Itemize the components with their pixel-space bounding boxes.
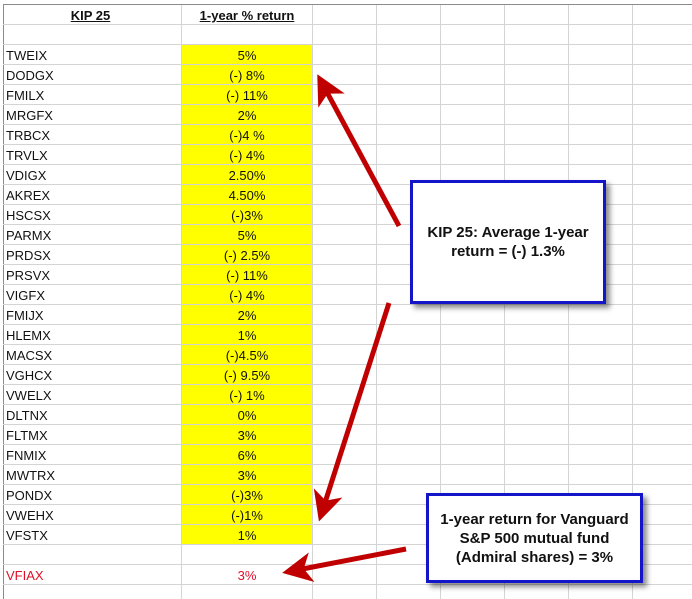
fund-return-cell[interactable]: (-)3% — [231, 208, 263, 223]
fund-return-cell[interactable]: (-) 2.5% — [223, 248, 271, 263]
grid-row-line — [3, 484, 692, 485]
fund-ticker-cell[interactable]: DODGX — [6, 68, 54, 83]
grid-row-line — [3, 264, 692, 265]
fund-ticker-cell[interactable]: DLTNX — [6, 408, 48, 423]
grid-row-line — [3, 324, 692, 325]
fund-return-cell[interactable]: (-) 4% — [229, 288, 265, 303]
fund-ticker-cell[interactable]: PRDSX — [6, 248, 51, 263]
fund-return-cell[interactable]: 1% — [237, 528, 257, 543]
fund-ticker-cell[interactable]: MRGFX — [6, 108, 53, 123]
fund-ticker-cell[interactable]: FMIJX — [6, 308, 44, 323]
fund-ticker-cell[interactable]: VFSTX — [6, 528, 48, 543]
grid-row-line — [3, 24, 692, 25]
column-header-ticker[interactable]: KIP 25 — [70, 8, 111, 23]
fund-return-cell[interactable]: (-) 1% — [229, 388, 265, 403]
fund-ticker-cell[interactable]: VDIGX — [6, 168, 47, 183]
grid-column-line — [312, 4, 313, 599]
grid-row-line — [3, 304, 692, 305]
fund-ticker-cell[interactable]: HLEMX — [6, 328, 51, 343]
fund-return-cell[interactable]: 0% — [237, 408, 257, 423]
column-header-return[interactable]: 1-year % return — [199, 8, 295, 23]
fund-ticker-cell[interactable]: VIGFX — [6, 288, 46, 303]
fund-ticker-cell[interactable]: FNMIX — [6, 448, 47, 463]
fund-return-cell[interactable]: 2% — [237, 308, 257, 323]
grid-row-line — [3, 44, 692, 45]
fund-return-cell[interactable]: 4.50% — [228, 188, 266, 203]
fund-ticker-cell[interactable]: VGHCX — [6, 368, 53, 383]
average-return-callout-text: KIP 25: Average 1-year return = (-) 1.3% — [427, 224, 589, 260]
fund-ticker-cell[interactable]: PONDX — [6, 488, 53, 503]
average-return-callout: KIP 25: Average 1-year return = (-) 1.3% — [410, 180, 606, 304]
grid-row-line — [3, 284, 692, 285]
fund-ticker-cell[interactable]: MWTRX — [6, 468, 56, 483]
grid-row-line — [3, 544, 692, 545]
fund-return-cell[interactable]: 5% — [237, 48, 257, 63]
fund-ticker-cell[interactable]: VWEHX — [6, 508, 54, 523]
fund-return-cell[interactable]: (-) 8% — [229, 68, 265, 83]
grid-row-line — [3, 364, 692, 365]
grid-row-line — [3, 524, 692, 525]
grid-row-line — [3, 204, 692, 205]
grid-row-line — [3, 104, 692, 105]
arrow-to-top-icon — [317, 74, 402, 228]
grid-row-line — [3, 184, 692, 185]
fund-ticker-cell[interactable]: FMILX — [6, 88, 45, 103]
fund-return-cell[interactable]: (-)3% — [231, 488, 263, 503]
grid-column-line — [3, 4, 4, 599]
arrow-to-benchmark-icon — [282, 546, 407, 582]
grid-row-line — [3, 64, 692, 65]
fund-ticker-cell[interactable]: TRVLX — [6, 148, 48, 163]
fund-ticker-cell[interactable]: HSCSX — [6, 208, 51, 223]
fund-return-cell[interactable]: 6% — [237, 448, 257, 463]
fund-return-cell[interactable]: 2% — [237, 108, 257, 123]
fund-return-cell[interactable]: (-) 11% — [226, 268, 268, 283]
fund-ticker-cell[interactable]: TRBCX — [6, 128, 51, 143]
fund-return-cell[interactable]: 5% — [237, 228, 257, 243]
fund-return-cell[interactable]: 3% — [237, 428, 257, 443]
fund-return-cell[interactable]: (-)4 % — [229, 128, 265, 143]
fund-ticker-cell[interactable]: MACSX — [6, 348, 53, 363]
grid-row-line — [3, 124, 692, 125]
grid-row-line — [3, 464, 692, 465]
fund-return-cell[interactable]: (-) 11% — [226, 88, 268, 103]
benchmark-callout: 1-year return for Vanguard S&P 500 mutua… — [426, 493, 643, 583]
fund-ticker-cell[interactable]: AKREX — [6, 188, 51, 203]
grid-row-line — [3, 84, 692, 85]
grid-column-line — [181, 4, 182, 599]
grid-row-line — [3, 224, 692, 225]
fund-ticker-cell[interactable]: TWEIX — [6, 48, 48, 63]
fund-ticker-cell[interactable]: PARMX — [6, 228, 52, 243]
fund-return-cell[interactable]: (-) 9.5% — [223, 368, 271, 383]
grid-row-line — [3, 164, 692, 165]
grid-column-line — [632, 4, 633, 599]
benchmark-ticker[interactable]: VFIAX — [6, 568, 44, 583]
fund-return-cell[interactable]: (-)1% — [231, 508, 263, 523]
grid-row-line — [3, 144, 692, 145]
grid-column-line — [376, 4, 377, 599]
arrow-to-bottom-icon — [313, 302, 392, 522]
fund-return-cell[interactable]: 2.50% — [228, 168, 266, 183]
fund-ticker-cell[interactable]: VWELX — [6, 388, 52, 403]
fund-return-cell[interactable]: 1% — [237, 328, 257, 343]
grid-row-line — [3, 344, 692, 345]
fund-return-cell[interactable]: (-)4.5% — [225, 348, 269, 363]
fund-ticker-cell[interactable]: PRSVX — [6, 268, 51, 283]
fund-ticker-cell[interactable]: FLTMX — [6, 428, 48, 443]
fund-return-cell[interactable]: 3% — [237, 468, 257, 483]
benchmark-callout-text: 1-year return for Vanguard S&P 500 mutua… — [440, 510, 629, 566]
grid-row-line — [3, 384, 692, 385]
grid-row-line — [3, 564, 692, 565]
grid-row-line — [3, 584, 692, 585]
benchmark-return[interactable]: 3% — [237, 568, 257, 583]
highlighted-return-range — [182, 45, 312, 545]
grid-row-line — [3, 244, 692, 245]
grid-row-line — [3, 504, 692, 505]
grid-row-line — [3, 404, 692, 405]
grid-row-line — [3, 4, 692, 5]
fund-return-cell[interactable]: (-) 4% — [229, 148, 265, 163]
grid-row-line — [3, 444, 692, 445]
